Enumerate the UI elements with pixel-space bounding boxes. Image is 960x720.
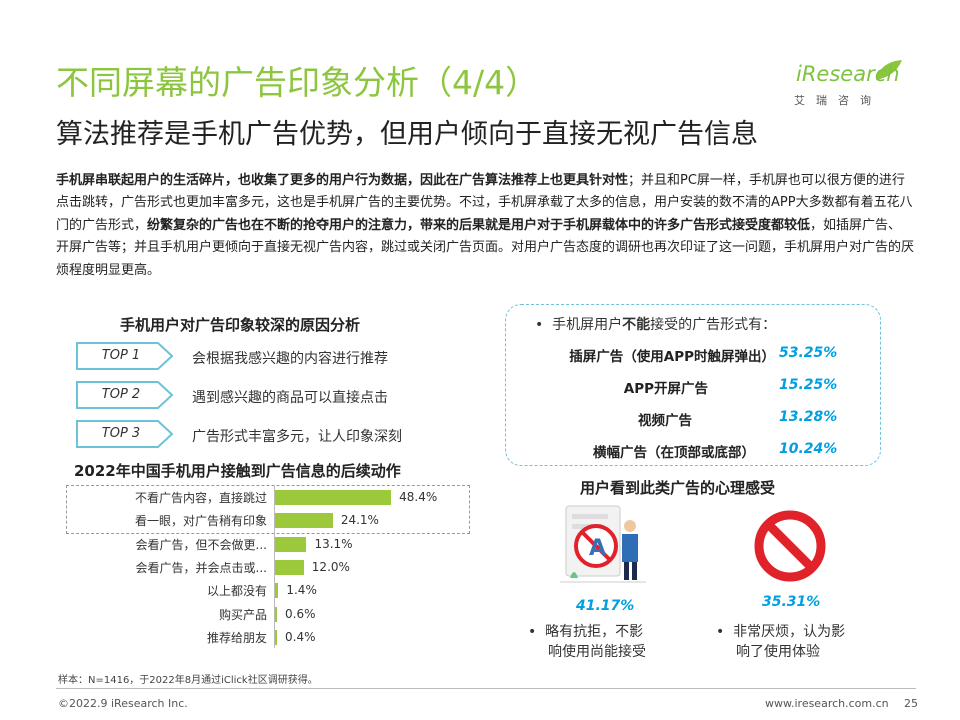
page-subtitle: 算法推荐是手机广告优势，但用户倾向于直接无视广告信息	[56, 119, 758, 150]
intro-text-2: ；并且和PC屏一样，手机屏也可以很方便的进行点击跳转，广告形式也更加丰富多元，这…	[56, 173, 913, 233]
top1-label: TOP 1	[101, 348, 141, 363]
bar-value-label: 0.6%	[285, 606, 316, 621]
format-name-2: APP开屏广告	[623, 381, 708, 397]
bar-category-label: 以上都没有	[206, 584, 267, 599]
intro-bold-3: 纷繁复杂的广告也在不断的抢夺用户的注意力，带来的后果就是用户对于手机屏载体中的许…	[147, 217, 811, 233]
bar-value-label: 1.4%	[286, 583, 317, 598]
format-value-4: 10.24%	[779, 441, 838, 457]
bar-value-label: 12.0%	[311, 559, 350, 574]
format-value-1: 53.25%	[779, 345, 838, 361]
bar-value-label: 24.1%	[340, 513, 379, 528]
bullet-icon: •	[535, 317, 553, 333]
top1-tag: TOP 1	[76, 342, 174, 370]
frustrated-user-illustration: A	[560, 505, 646, 583]
chart-title: 2022年中国手机用户接触到广告信息的后续动作	[74, 462, 401, 480]
bar	[275, 559, 304, 575]
feel-left-pct: 41.17%	[576, 598, 635, 614]
format-value-2: 15.25%	[779, 377, 838, 393]
bar-category-label: 看一眼，对广告稍有印象	[134, 514, 267, 529]
formats-box	[505, 304, 881, 466]
intro-text-4: ，如插屏广告、开屏广告等；并且手机用户更倾向于直接无视广告内容，跳过或关闭广告页…	[56, 217, 915, 278]
format-value-3: 13.28%	[779, 409, 838, 425]
arrow-tag-icon	[76, 420, 174, 448]
bar	[275, 583, 279, 599]
bar	[275, 513, 333, 529]
footer-copyright: ©2022.9 iResearch Inc.	[58, 697, 188, 710]
bar-value-label: 13.1%	[314, 536, 353, 551]
formats-heading: • 手机屏用户不能接受的广告形式有：	[535, 317, 777, 333]
logo-leaf-icon	[876, 60, 902, 80]
feel-right-text: • 非常厌烦，认为影 响了使用体验	[716, 624, 846, 660]
no-sign-icon	[754, 510, 826, 582]
top1-text: 会根据我感兴趣的内容进行推荐	[192, 351, 388, 367]
chart-axis-line	[274, 486, 275, 648]
intro-bold-1: 手机屏串联起用户的生活碎片，也收集了更多的用户行为数据，因此在广告算法推荐上也更…	[56, 173, 629, 188]
bar-category-label: 会看广告，但不会做更...	[135, 537, 267, 552]
arrow-tag-icon	[76, 381, 174, 409]
footer-url: www.iresearch.com.cn	[765, 697, 889, 710]
format-name-1: 插屏广告（使用APP时触屏弹出）	[569, 349, 775, 365]
top2-text: 遇到感兴趣的商品可以直接点击	[192, 390, 388, 406]
footer-divider	[56, 688, 916, 689]
bar-category-label: 不看广告内容，直接跳过	[134, 491, 267, 505]
logo-word: iResearch	[796, 62, 900, 86]
format-name-3: 视频广告	[638, 413, 692, 429]
bar-category-label: 推荐给朋友	[206, 630, 267, 645]
bar-value-label: 48.4%	[399, 490, 438, 504]
top3-tag: TOP 3	[76, 420, 174, 448]
arrow-tag-icon	[76, 342, 174, 370]
bullet-icon: •	[528, 624, 546, 640]
feelings-title: 用户看到此类广告的心理感受	[580, 479, 776, 497]
page-title: 不同屏幕的广告印象分析（4/4）	[56, 63, 539, 102]
iresearch-logo: iResearch 艾瑞咨询	[790, 58, 910, 116]
bullet-icon: •	[716, 624, 734, 640]
page-number: 25	[904, 697, 918, 710]
top2-label: TOP 2	[101, 387, 141, 402]
bar	[275, 490, 392, 505]
feel-left-text: • 略有抗拒，不影 响使用尚能接受	[528, 624, 646, 660]
bar-category-label: 会看广告，并会点击或...	[135, 560, 267, 575]
intro-paragraph: 手机屏串联起用户的生活碎片，也收集了更多的用户行为数据，因此在广告算法推荐上也更…	[56, 170, 914, 282]
chart-highlight-box	[66, 485, 470, 534]
top2-tag: TOP 2	[76, 381, 174, 409]
bar-value-label: 0.4%	[285, 629, 316, 644]
top3-label: TOP 3	[101, 426, 141, 441]
svg-text:A: A	[589, 536, 606, 561]
bar-category-label: 购买产品	[218, 607, 267, 622]
sample-note: 样本：N=1416，于2022年8月通过iClick社区调研获得。	[58, 675, 318, 686]
bar	[275, 606, 277, 622]
logo-cn: 艾瑞咨询	[794, 94, 882, 107]
bar	[275, 629, 277, 645]
feel-right-pct: 35.31%	[762, 594, 821, 610]
top3-text: 广告形式丰富多元，让人印象深刻	[192, 429, 402, 445]
reasons-title: 手机用户对广告印象较深的原因分析	[120, 316, 361, 334]
bar	[275, 536, 307, 552]
format-name-4: 横幅广告（在顶部或底部）	[593, 445, 755, 461]
